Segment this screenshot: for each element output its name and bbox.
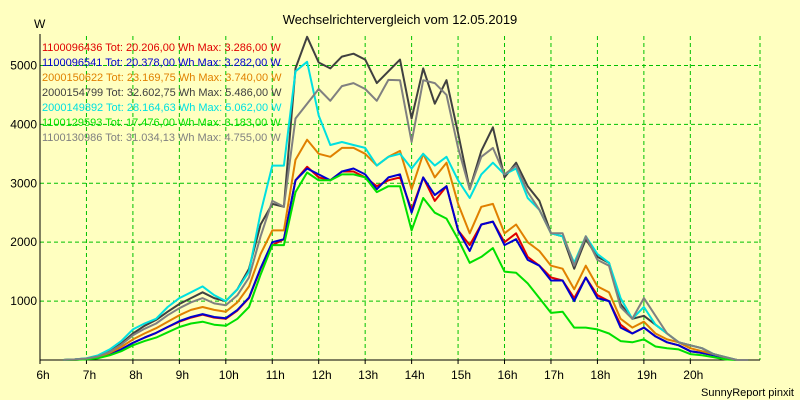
x-tick-label: 6h [36, 368, 49, 382]
series-line-3 [63, 138, 749, 361]
series-line-7 [63, 78, 749, 361]
x-tick-label: 16h [498, 368, 518, 382]
y-tick-label: 1000 [10, 294, 37, 308]
y-tick-label: 5000 [10, 58, 37, 72]
x-tick-label: 18h [590, 368, 610, 382]
grid [40, 36, 761, 360]
x-tick-label: 15h [451, 368, 471, 382]
series-line-6 [63, 171, 749, 361]
legend-entry-6: 1100129593 Tot: 17.476,00 Wh Max: 3.183,… [42, 117, 281, 129]
x-tick-label: 8h [129, 368, 142, 382]
series-group [63, 35, 749, 361]
x-tick-label: 12h [312, 368, 332, 382]
legend-entry-1: 1100096436 Tot: 20.206,00 Wh Max: 3.286,… [42, 42, 281, 54]
legend: 1100096436 Tot: 20.206,00 Wh Max: 3.286,… [42, 42, 282, 144]
x-tick-label: 17h [544, 368, 564, 382]
x-tick-label: 19h [637, 368, 657, 382]
legend-entry-5: 2000149892 Tot: 28.164,63 Wh Max: 5.062,… [42, 102, 282, 114]
chart-title: Wechselrichtervergleich vom 12.05.2019 [283, 12, 518, 27]
y-axis-label: W [34, 17, 46, 31]
credit-label: SunnyReport pinxit [701, 387, 794, 399]
series-line-4 [63, 35, 749, 361]
y-tick-label: 4000 [10, 117, 37, 131]
x-tick-label: 20h [683, 368, 703, 382]
series-line-2 [63, 167, 749, 361]
legend-entry-3: 2000150622 Tot: 23.169,75 Wh Max: 3.740,… [42, 72, 282, 84]
x-tick-label: 11h [266, 368, 285, 382]
x-tick-label: 7h [83, 368, 96, 382]
legend-entry-7: 1100130986 Tot: 31.034,13 Wh Max: 4.755,… [42, 132, 281, 144]
y-tick-label: 2000 [10, 235, 37, 249]
y-tick-label: 3000 [10, 176, 37, 190]
x-tick-label: 10h [219, 368, 239, 382]
axes: 1000 2000 3000 4000 5000 6h 7h 8h 9h 10h 11h 12h 13h… [10, 34, 760, 382]
x-tick-label: 14h [405, 368, 425, 382]
legend-entry-4: 2000154799 Tot: 32.602,75 Wh Max: 5.486,… [42, 87, 282, 99]
x-tick-label: 9h [176, 368, 189, 382]
x-tick-label: 13h [358, 368, 378, 382]
legend-entry-2: 1100096541 Tot: 20.378,00 Wh Max: 3.282,… [42, 57, 281, 69]
